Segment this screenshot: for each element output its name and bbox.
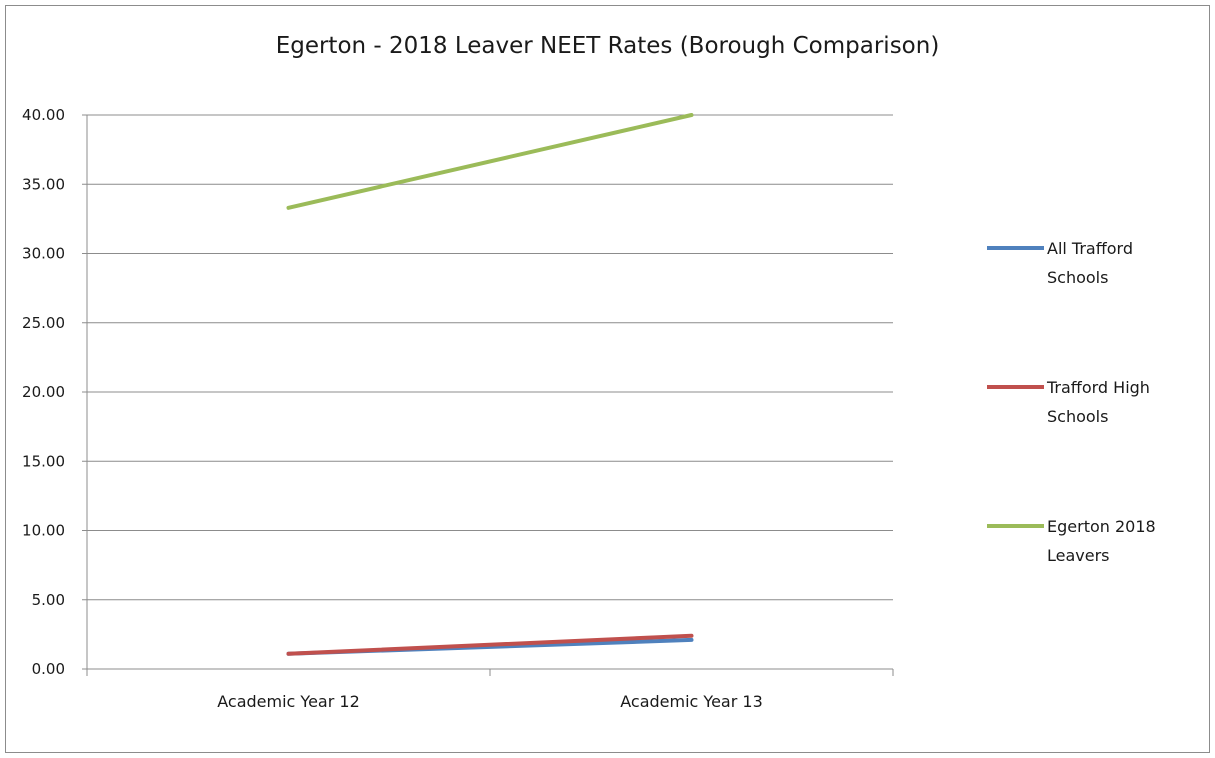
legend-label: Leavers [1047, 546, 1110, 565]
y-tick-label: 15.00 [22, 452, 65, 470]
legend-label: Trafford High [1046, 378, 1150, 397]
y-axis-tick-labels: 0.00 5.00 10.00 15.00 20.00 25.00 30.00 35.00 40… [22, 106, 65, 678]
y-tick-label: 35.00 [22, 175, 65, 193]
legend-label: Schools [1047, 268, 1108, 287]
chart-frame [5, 5, 1210, 753]
legend-label: All Trafford [1047, 239, 1133, 258]
series-lines [286, 113, 694, 656]
legend: All Trafford Schools Trafford High Schools E… [987, 239, 1156, 565]
y-tick-label: 20.00 [22, 383, 65, 401]
x-tick-label: Academic Year 12 [217, 692, 360, 711]
gridlines [87, 114, 893, 601]
chart-title: Egerton - 2018 Leaver NEET Rates (Boroug… [275, 33, 940, 59]
series-line-2 [286, 633, 694, 656]
y-tick-label: 10.00 [22, 522, 65, 540]
x-tick-label: Academic Year 13 [620, 692, 763, 711]
y-tick-label: 25.00 [22, 314, 65, 332]
series-line-3 [286, 113, 694, 210]
axes [82, 114, 894, 676]
x-axis-tick-labels: Academic Year 12 Academic Year 13 [217, 692, 763, 711]
legend-label: Schools [1047, 407, 1108, 426]
y-tick-label: 40.00 [22, 106, 65, 124]
y-tick-label: 30.00 [22, 245, 65, 263]
y-tick-label: 0.00 [32, 660, 65, 678]
legend-label: Egerton 2018 [1047, 517, 1156, 536]
y-tick-label: 5.00 [32, 591, 65, 609]
